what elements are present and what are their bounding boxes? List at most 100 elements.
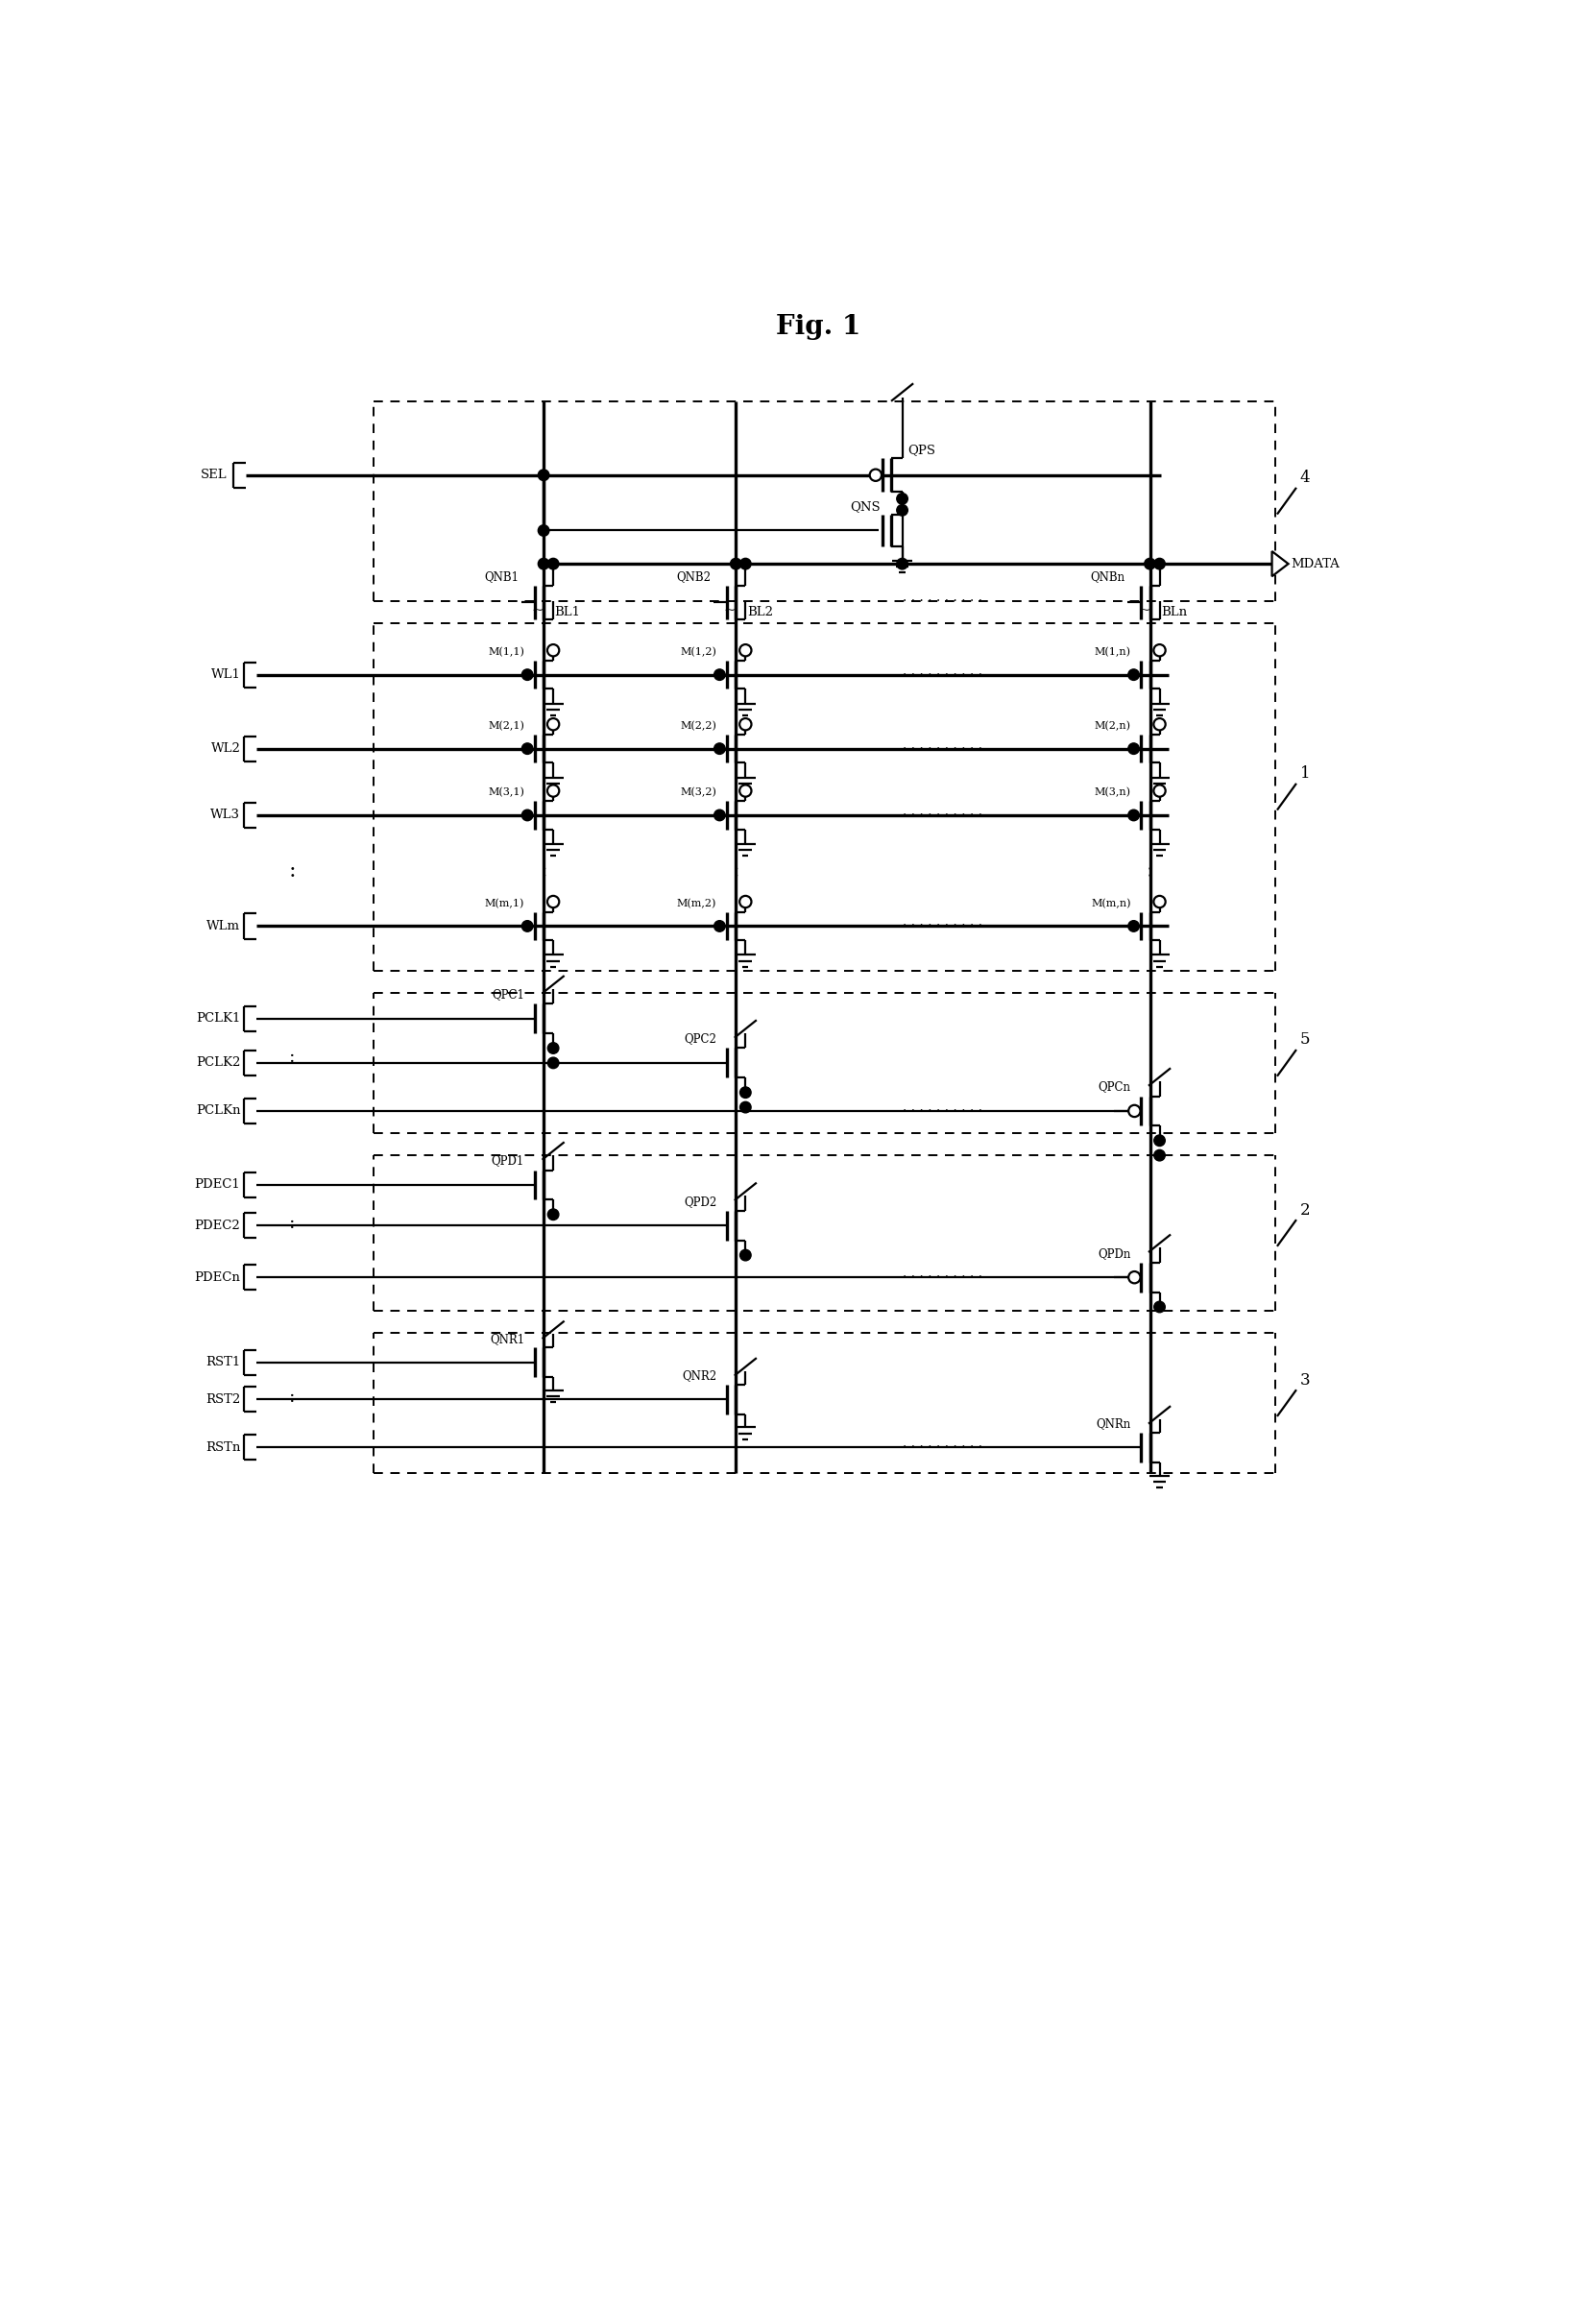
Circle shape bbox=[1128, 1104, 1140, 1116]
Text: M(m,2): M(m,2) bbox=[677, 898, 717, 909]
Text: QNRn: QNRn bbox=[1096, 1418, 1130, 1431]
Text: 5: 5 bbox=[1301, 1032, 1310, 1049]
Circle shape bbox=[897, 559, 908, 568]
Circle shape bbox=[713, 742, 725, 754]
Text: 3: 3 bbox=[1301, 1371, 1310, 1387]
Text: M(m,n): M(m,n) bbox=[1092, 898, 1130, 909]
Text: WL3: WL3 bbox=[211, 810, 241, 821]
Text: QPC2: QPC2 bbox=[685, 1032, 717, 1046]
Circle shape bbox=[547, 719, 559, 731]
Text: RSTn: RSTn bbox=[206, 1441, 241, 1455]
Circle shape bbox=[739, 784, 752, 796]
Text: · · · · · · · · · ·: · · · · · · · · · · bbox=[903, 594, 983, 608]
Text: BLn: BLn bbox=[1160, 606, 1187, 619]
Circle shape bbox=[547, 1042, 559, 1053]
Text: 1: 1 bbox=[1301, 766, 1310, 782]
Text: :: : bbox=[539, 861, 547, 882]
Text: :: : bbox=[289, 1216, 295, 1232]
Text: M(3,n): M(3,n) bbox=[1095, 786, 1130, 798]
Text: M(2,n): M(2,n) bbox=[1095, 722, 1130, 731]
Text: QPS: QPS bbox=[908, 443, 935, 457]
Circle shape bbox=[713, 810, 725, 821]
Circle shape bbox=[1128, 742, 1140, 754]
Text: RST1: RST1 bbox=[206, 1357, 241, 1369]
Text: BL2: BL2 bbox=[747, 606, 772, 619]
Circle shape bbox=[741, 559, 752, 568]
Text: M(1,n): M(1,n) bbox=[1095, 647, 1130, 657]
Circle shape bbox=[870, 469, 881, 480]
Text: · · · · · · · · · ·: · · · · · · · · · · bbox=[903, 1441, 983, 1455]
Text: M(3,1): M(3,1) bbox=[488, 786, 525, 798]
Text: · · · · · · · · · ·: · · · · · · · · · · bbox=[903, 668, 983, 682]
Text: :: : bbox=[289, 1390, 295, 1406]
Circle shape bbox=[897, 494, 908, 503]
Circle shape bbox=[1154, 645, 1165, 657]
Circle shape bbox=[547, 784, 559, 796]
Text: RST2: RST2 bbox=[206, 1392, 241, 1406]
Text: :: : bbox=[289, 861, 295, 882]
Circle shape bbox=[522, 668, 533, 680]
Text: · · · · · · · · · ·: · · · · · · · · · · bbox=[903, 1104, 983, 1118]
Text: · · · · · · · · · ·: · · · · · · · · · · bbox=[903, 742, 983, 756]
Text: Fig. 1: Fig. 1 bbox=[776, 313, 860, 341]
Circle shape bbox=[1154, 559, 1165, 568]
Text: QNS: QNS bbox=[851, 501, 881, 513]
Circle shape bbox=[547, 645, 559, 657]
Text: :: : bbox=[289, 1049, 295, 1065]
Text: :: : bbox=[733, 861, 739, 882]
Circle shape bbox=[547, 559, 559, 568]
Circle shape bbox=[739, 896, 752, 907]
Text: M(2,2): M(2,2) bbox=[680, 722, 717, 731]
Text: · · · · · · · · · ·: · · · · · · · · · · bbox=[903, 1271, 983, 1283]
Circle shape bbox=[731, 559, 742, 568]
Circle shape bbox=[522, 921, 533, 933]
Circle shape bbox=[522, 742, 533, 754]
Text: :: : bbox=[1146, 861, 1154, 882]
Circle shape bbox=[1128, 668, 1140, 680]
Text: M(1,1): M(1,1) bbox=[488, 647, 525, 657]
Circle shape bbox=[741, 1088, 752, 1097]
Circle shape bbox=[1128, 1271, 1140, 1283]
Text: PDEC2: PDEC2 bbox=[195, 1220, 241, 1232]
Circle shape bbox=[538, 469, 549, 480]
Circle shape bbox=[739, 645, 752, 657]
Circle shape bbox=[547, 1058, 559, 1070]
Text: QPD2: QPD2 bbox=[683, 1195, 717, 1209]
Circle shape bbox=[897, 506, 908, 515]
Text: QNBn: QNBn bbox=[1090, 571, 1125, 582]
Text: QPCn: QPCn bbox=[1098, 1081, 1130, 1093]
Text: QNR2: QNR2 bbox=[681, 1369, 717, 1383]
Text: PDECn: PDECn bbox=[195, 1271, 241, 1283]
Text: QPD1: QPD1 bbox=[492, 1155, 525, 1167]
Text: QNR1: QNR1 bbox=[490, 1334, 525, 1346]
Text: M(m,1): M(m,1) bbox=[485, 898, 525, 909]
Text: QNB1: QNB1 bbox=[484, 571, 519, 582]
Text: M(3,2): M(3,2) bbox=[680, 786, 717, 798]
Circle shape bbox=[522, 810, 533, 821]
Text: ~: ~ bbox=[531, 603, 544, 617]
Circle shape bbox=[538, 524, 549, 536]
Circle shape bbox=[739, 719, 752, 731]
Circle shape bbox=[1154, 1302, 1165, 1313]
Text: 2: 2 bbox=[1301, 1202, 1310, 1218]
Polygon shape bbox=[1272, 552, 1288, 575]
Text: ~: ~ bbox=[1138, 603, 1151, 617]
Text: QPC1: QPC1 bbox=[492, 988, 525, 1000]
Text: PDEC1: PDEC1 bbox=[195, 1179, 241, 1190]
Text: PCLK2: PCLK2 bbox=[196, 1056, 241, 1070]
Circle shape bbox=[741, 1250, 752, 1260]
Text: QPDn: QPDn bbox=[1098, 1248, 1130, 1260]
Text: MDATA: MDATA bbox=[1291, 557, 1339, 571]
Circle shape bbox=[1128, 810, 1140, 821]
Text: QNB2: QNB2 bbox=[677, 571, 710, 582]
Circle shape bbox=[713, 668, 725, 680]
Circle shape bbox=[1154, 896, 1165, 907]
Text: ~: ~ bbox=[725, 603, 736, 617]
Text: SEL: SEL bbox=[201, 469, 227, 480]
Circle shape bbox=[713, 921, 725, 933]
Text: M(2,1): M(2,1) bbox=[488, 722, 525, 731]
Text: M(1,2): M(1,2) bbox=[680, 647, 717, 657]
Text: WL1: WL1 bbox=[211, 668, 241, 682]
Circle shape bbox=[547, 896, 559, 907]
Text: · · · · · · · · · ·: · · · · · · · · · · bbox=[903, 807, 983, 821]
